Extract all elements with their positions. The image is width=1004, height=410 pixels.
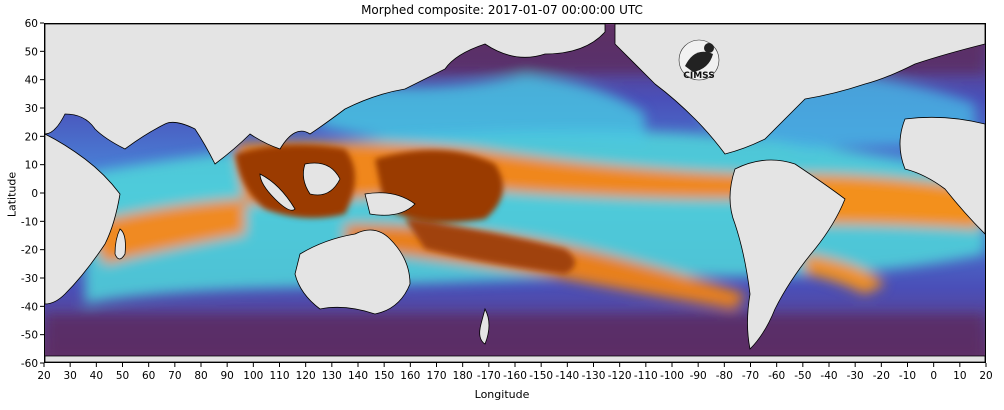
x-tick-label: -40: [820, 370, 837, 382]
x-tick-label: -160: [503, 370, 527, 382]
x-tick-label: 20: [37, 370, 50, 382]
land-eurasia: [45, 24, 606, 165]
x-tick-label: -130: [582, 370, 606, 382]
x-tick-label: 110: [269, 370, 289, 382]
x-tick-label: -30: [847, 370, 864, 382]
x-tick-label: -50: [794, 370, 811, 382]
land-sumatra: [259, 173, 296, 211]
y-axis-title: Latitude: [5, 171, 19, 218]
x-tick-label: 30: [63, 370, 76, 382]
y-tick-label: -40: [21, 301, 38, 313]
land-new-guinea: [364, 192, 416, 216]
y-tick-label: 0: [31, 188, 38, 200]
cimss-logo: CIMSS: [678, 39, 720, 81]
x-tick-label: 50: [116, 370, 129, 382]
land-new-zealand: [479, 307, 490, 345]
x-tick-label: -110: [634, 370, 658, 382]
x-tick-label: -20: [873, 370, 890, 382]
y-tick-label: -20: [21, 245, 38, 257]
y-tick-label: 10: [25, 160, 38, 172]
land-south-america: [729, 159, 846, 350]
x-tick-label: -140: [555, 370, 579, 382]
map-title: Morphed composite: 2017-01-07 00:00:00 U…: [361, 3, 643, 17]
x-tick-label: 100: [243, 370, 263, 382]
y-tick-label: 20: [25, 131, 38, 143]
x-tick-label: -70: [742, 370, 759, 382]
x-axis-title: Longitude: [474, 388, 530, 401]
x-tick-label: -90: [690, 370, 707, 382]
x-tick-label: 180: [453, 370, 473, 382]
x-tick-label: -100: [660, 370, 684, 382]
x-tick-label: 90: [220, 370, 233, 382]
y-tick-label: -60: [21, 358, 38, 370]
x-tick-label: 20: [979, 370, 992, 382]
x-tick-label: 80: [194, 370, 207, 382]
land-madagascar: [114, 228, 126, 260]
y-tick-label: 30: [25, 103, 38, 115]
x-axis-ticks: 20 30 40 50 60 70 80 90 100 110 120 130 140 150 160 170…: [37, 363, 993, 382]
x-tick-label: 60: [142, 370, 155, 382]
x-tick-label: 140: [348, 370, 368, 382]
x-tick-label: -150: [529, 370, 553, 382]
land-africa: [45, 133, 121, 305]
y-tick-label: 60: [25, 18, 38, 30]
land-borneo: [302, 162, 341, 196]
y-tick-label: 50: [25, 46, 38, 58]
x-tick-label: -60: [768, 370, 785, 382]
x-tick-label: -170: [477, 370, 501, 382]
landmasses: [45, 24, 985, 362]
x-tick-label: -10: [899, 370, 916, 382]
x-tick-label: 150: [374, 370, 394, 382]
map-canvas: CIMSS: [45, 24, 985, 362]
x-tick-label: 40: [90, 370, 103, 382]
x-tick-label: 170: [426, 370, 446, 382]
x-tick-label: -80: [716, 370, 733, 382]
x-tick-label: 70: [168, 370, 181, 382]
x-tick-label: -120: [608, 370, 632, 382]
y-tick-label: -50: [21, 330, 38, 342]
land-antarctica: [45, 355, 985, 362]
y-tick-label: -10: [21, 216, 38, 228]
x-tick-label: 120: [296, 370, 316, 382]
logo-text: CIMSS: [683, 71, 714, 81]
precipitable-water-map: CIMSS: [44, 23, 986, 363]
x-tick-label: 160: [400, 370, 420, 382]
y-axis-ticks: 60 50 40 30 20 10 0 -10 -20 -30 -40 -50 -60: [21, 18, 44, 370]
y-tick-label: -30: [21, 273, 38, 285]
y-tick-label: 40: [25, 75, 38, 87]
x-tick-label: 0: [930, 370, 937, 382]
x-tick-label: 10: [953, 370, 966, 382]
x-tick-label: 130: [322, 370, 342, 382]
land-west-africa: [899, 116, 985, 235]
land-australia: [294, 229, 411, 315]
